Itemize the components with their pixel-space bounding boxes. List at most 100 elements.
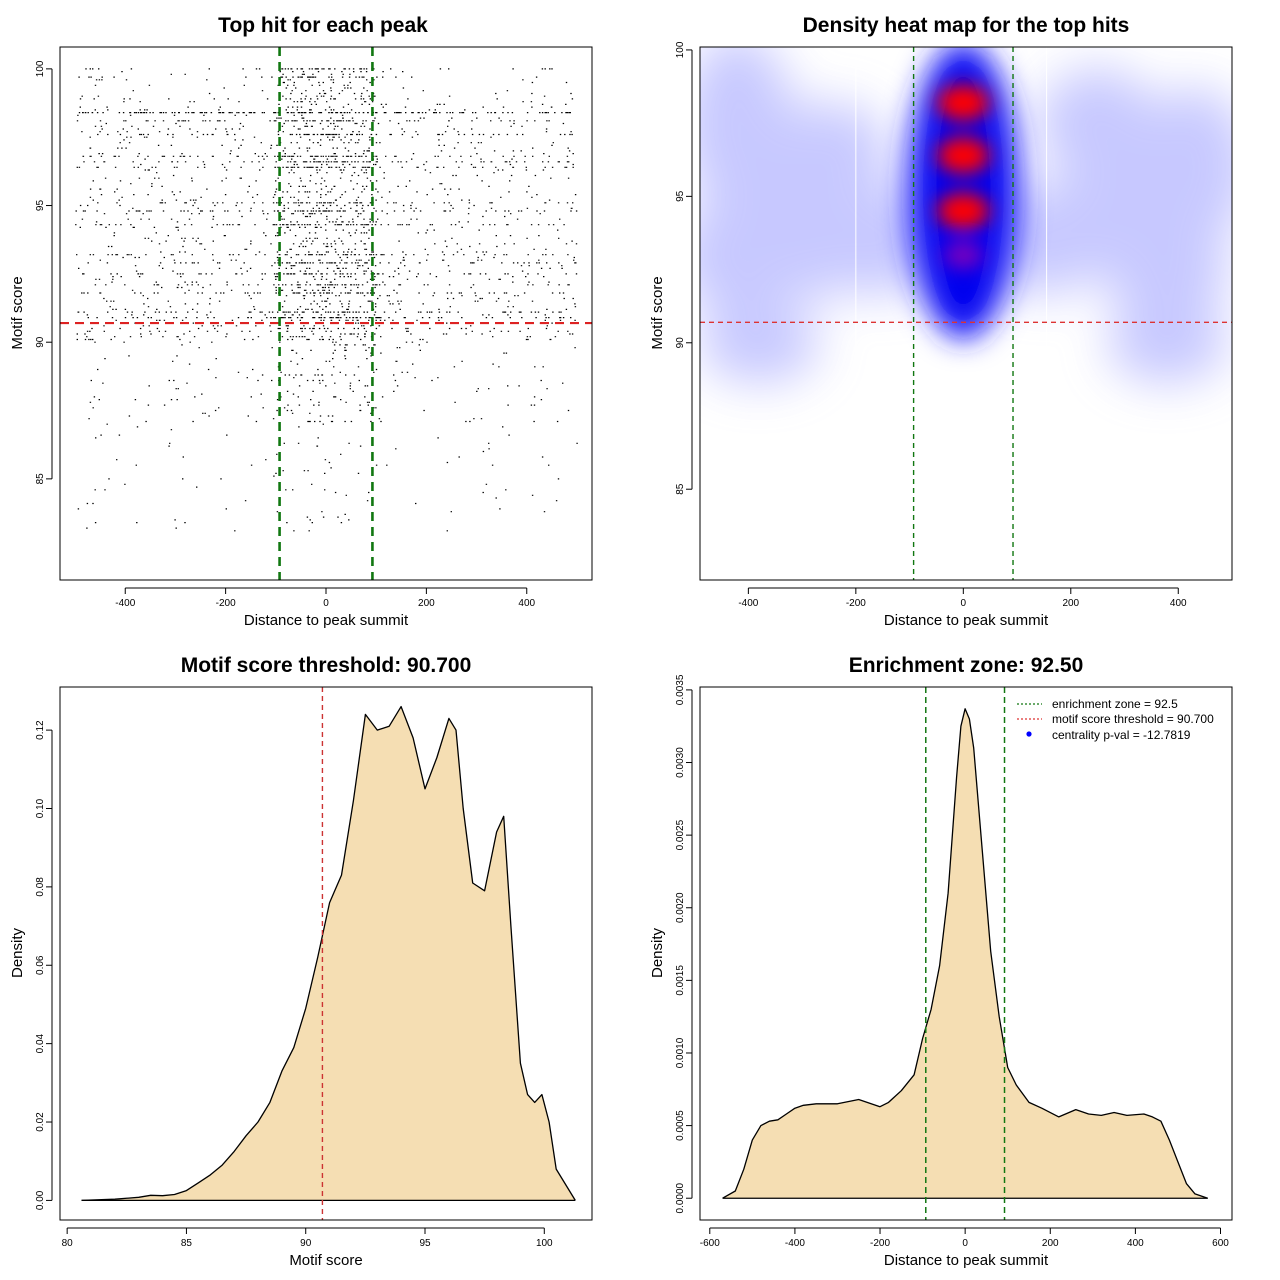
legend-label-centrality: centrality p-val = -12.7819 [1052, 728, 1191, 742]
legend: enrichment zone = 92.5 motif score thres… [1017, 697, 1214, 742]
score-density-y-tick-label: 0.04 [35, 1033, 46, 1053]
heatmap-ref-lines [700, 47, 1232, 580]
heatmap-haze-blob [700, 194, 798, 315]
heatmap-hotspot [943, 240, 984, 269]
heatmap-haze-blob [700, 302, 820, 383]
score-density-y-tick-label: 0.00 [35, 1190, 46, 1210]
heatmap-plot-frame [699, 46, 1233, 581]
distance-density-y-tick-label: 0.0015 [675, 965, 686, 996]
score-density-y-tick-label: 0.08 [35, 877, 46, 897]
scatter-y-tick-label: 95 [35, 200, 46, 212]
scatter-x-tick-label: 200 [418, 598, 435, 609]
score-density-y-tick-label: 0.12 [35, 720, 46, 740]
legend-label-enrichment-zone: enrichment zone = 92.5 [1052, 697, 1178, 711]
distance-density-x-tick-label: 600 [1212, 1238, 1229, 1249]
scatter-y-tick-label: 85 [35, 473, 46, 485]
distance-density-x-tick-label: -200 [870, 1238, 890, 1249]
distance-density-y-tick-label: 0.0025 [675, 819, 686, 850]
score-density-plot-frame [59, 686, 593, 1221]
distance-density-x-tick-label: -400 [785, 1238, 805, 1249]
distance-density-line [722, 708, 1208, 1199]
distance-density-x-tick-label: 400 [1127, 1238, 1144, 1249]
heatmap-x-tick-label: 400 [1170, 598, 1187, 609]
heatmap-hotspot [937, 137, 990, 174]
heatmap-panel: Density heat map for the top hits -400 -2… [649, 14, 1233, 629]
score-density-x-tick-label: 80 [62, 1238, 74, 1249]
scatter-xlabel: Distance to peak summit [244, 612, 409, 629]
score-density-y-tick-label: 0.02 [35, 1112, 46, 1132]
heatmap-axes: -400 -200 0 200 400 85 90 95 100 [675, 41, 1187, 609]
heatmap-haze-blob [1037, 68, 1158, 179]
scatter-title: Top hit for each peak [218, 14, 428, 37]
distance-density-ylabel: Density [649, 927, 666, 978]
heatmap-hotspot [937, 84, 990, 121]
heatmap-hotspots [937, 84, 990, 269]
score-density-x-tick-label: 90 [300, 1238, 312, 1249]
score-density-ylabel: Density [9, 927, 26, 978]
scatter-x-tick-label: 400 [518, 598, 535, 609]
heatmap-y-tick-label: 85 [675, 483, 686, 495]
distance-density-area [722, 708, 1208, 1199]
scatter-y-tick-label: 100 [35, 60, 46, 77]
distance-density-y-tick-label: 0.0030 [675, 747, 686, 778]
heatmap-haze-blob [1107, 302, 1228, 383]
heatmap-y-tick-label: 90 [675, 337, 686, 349]
scatter-plot-frame [59, 46, 593, 581]
scatter-y-tick-label: 90 [35, 336, 46, 348]
heatmap-ylabel: Motif score [649, 276, 666, 349]
heatmap-haze-blob [1107, 209, 1228, 330]
heatmap-x-tick-label: -400 [738, 598, 758, 609]
distance-density-y-tick-label: 0.0005 [675, 1110, 686, 1141]
scatter-x-tick-label: -200 [216, 598, 236, 609]
distance-density-title: Enrichment zone: 92.50 [849, 654, 1084, 677]
score-density-y-tick-label: 0.10 [35, 798, 46, 818]
distance-density-curve [722, 687, 1208, 1220]
scatter-ylabel: Motif score [9, 276, 26, 349]
heatmap-y-tick-label: 100 [675, 41, 686, 58]
scatter-x-tick-label: -400 [115, 598, 135, 609]
heatmap-haze [700, 47, 1232, 383]
score-density-x-tick-label: 100 [536, 1238, 553, 1249]
score-density-axes: 80 85 90 95 100 0.00 0.02 0.04 0.06 0.08 0.10 0.12 [35, 720, 553, 1249]
score-density-y-tick-label: 0.06 [35, 955, 46, 975]
scatter-x-tick-label: 0 [323, 598, 329, 609]
distance-density-y-tick-label: 0.0000 [675, 1182, 686, 1213]
score-density-title: Motif score threshold: 90.700 [181, 654, 472, 677]
distance-density-xlabel: Distance to peak summit [884, 1252, 1049, 1269]
heatmap-haze-blob [768, 102, 889, 203]
score-density-line [81, 705, 576, 1202]
distance-density-x-tick-label: -600 [700, 1238, 720, 1249]
heatmap-title: Density heat map for the top hits [803, 14, 1130, 37]
heatmap-x-tick-label: 200 [1062, 598, 1079, 609]
heatmap-density [700, 47, 1232, 383]
score-density-panel: Motif score threshold: 90.700 80 85 90 95 10… [9, 654, 593, 1269]
scatter-panel: Top hit for each peak -400 -200 0 200 400 85 9… [9, 14, 593, 629]
distance-density-plot-frame [699, 686, 1233, 1221]
distance-density-x-tick-label: 0 [962, 1238, 968, 1249]
heatmap-haze-blob [700, 47, 793, 214]
scatter-point-set [75, 68, 578, 532]
heatmap-hotspot [937, 193, 990, 229]
score-density-xlabel: Motif score [289, 1252, 362, 1269]
distance-density-axes: -600 -400 -200 0 200 400 600 0.0000 0.0005 0.0010… [675, 674, 1229, 1249]
heatmap-field [700, 47, 1232, 580]
legend-swatch-centrality [1026, 731, 1032, 737]
score-density-x-tick-label: 95 [419, 1238, 431, 1249]
scatter-points [75, 68, 578, 532]
heatmap-column-core [919, 52, 1008, 329]
score-density-x-tick-label: 85 [181, 1238, 193, 1249]
distance-density-y-tick-label: 0.0020 [675, 892, 686, 923]
distance-density-panel: Enrichment zone: 92.50 -600 -400 -200 0 200 4… [649, 654, 1233, 1269]
heatmap-x-tick-label: 0 [961, 598, 967, 609]
heatmap-y-tick-label: 95 [675, 190, 686, 202]
heatmap-xlabel: Distance to peak summit [884, 612, 1049, 629]
score-density-curve [81, 687, 576, 1220]
distance-density-y-tick-label: 0.0010 [675, 1037, 686, 1068]
scatter-ref-lines [60, 47, 592, 580]
heatmap-x-tick-label: -200 [846, 598, 866, 609]
distance-density-y-tick-label: 0.0035 [675, 674, 686, 705]
legend-label-motif-threshold: motif score threshold = 90.700 [1052, 712, 1214, 726]
scatter-axes: -400 -200 0 200 400 85 90 95 100 [35, 60, 536, 609]
distance-density-x-tick-label: 200 [1042, 1238, 1059, 1249]
